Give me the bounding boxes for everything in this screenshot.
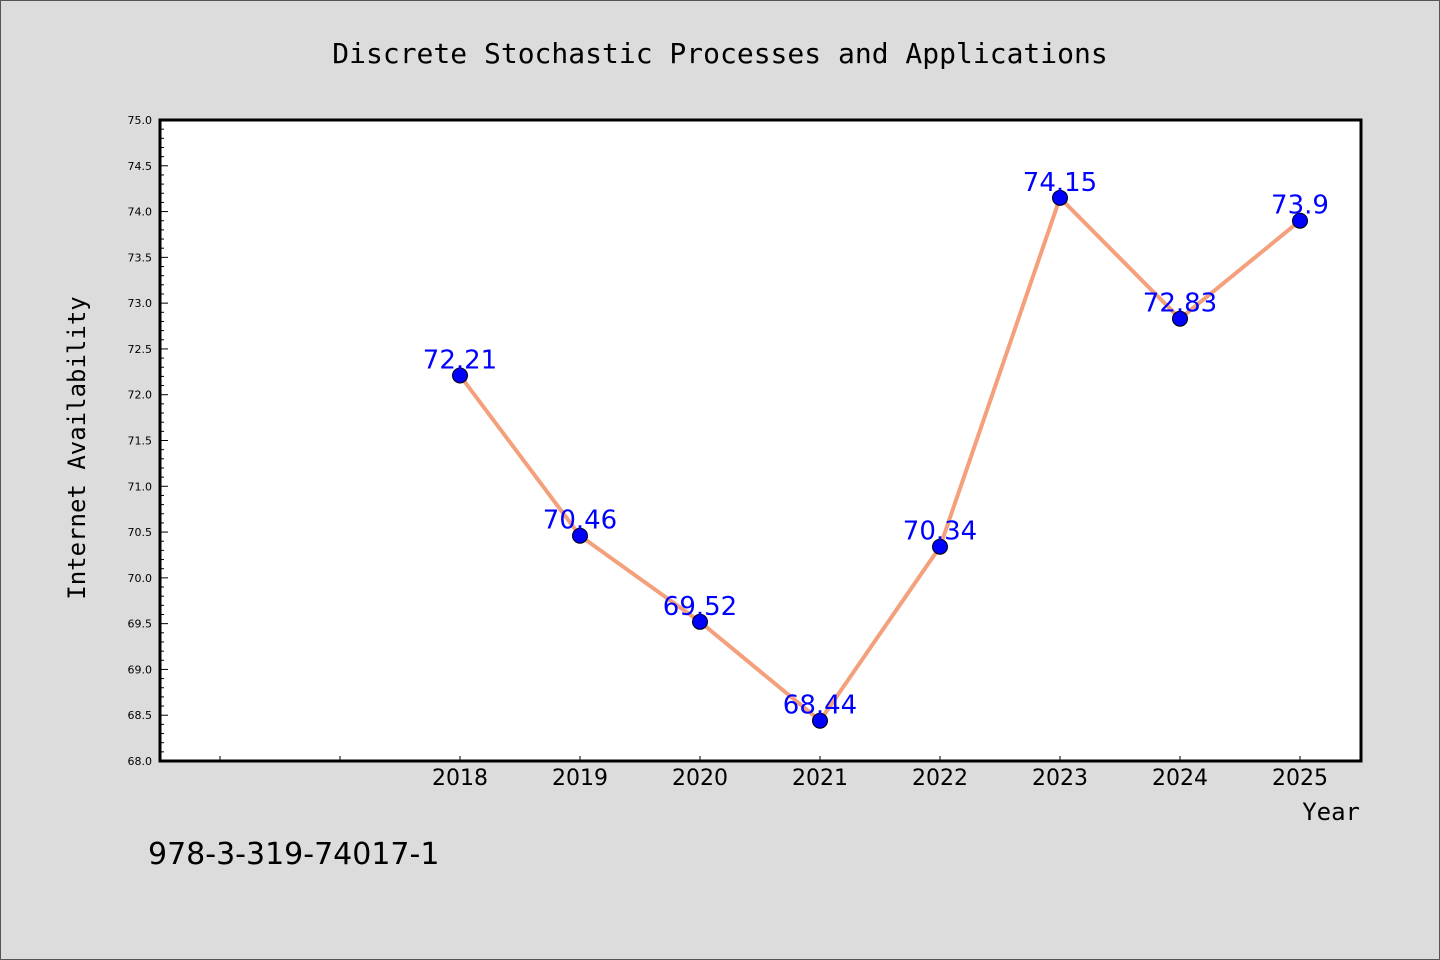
data-point xyxy=(572,527,588,544)
y-tick-label: 74.5 xyxy=(128,160,153,173)
y-tick-label: 72.5 xyxy=(128,343,153,356)
data-point xyxy=(812,712,828,729)
chart-title: Discrete Stochastic Processes and Applic… xyxy=(332,37,1107,70)
data-label: 69.52 xyxy=(663,592,737,622)
y-tick-label: 70.0 xyxy=(128,572,153,585)
x-tick-label: 2022 xyxy=(912,766,968,791)
data-point xyxy=(692,613,708,630)
series-polyline xyxy=(458,195,1302,723)
y-tick-label: 69.5 xyxy=(128,618,153,631)
data-label: 70.46 xyxy=(543,506,617,536)
y-tick-label: 71.5 xyxy=(128,435,153,448)
x-tick-label: 2025 xyxy=(1272,766,1328,791)
y-tick-label: 72.0 xyxy=(128,389,153,402)
plot-area xyxy=(158,118,1363,763)
data-point xyxy=(1172,310,1188,327)
x-tick-label: 2020 xyxy=(672,766,728,791)
y-tick-label: 68.0 xyxy=(128,755,153,768)
y-tick-label: 74.0 xyxy=(128,206,153,219)
x-axis-label: Year xyxy=(1302,798,1360,826)
y-tick-label: 75.0 xyxy=(128,114,153,127)
x-tick-label: 2023 xyxy=(1032,766,1088,791)
y-axis-label: Internet Availability xyxy=(63,296,91,599)
data-point xyxy=(932,538,948,555)
data-point xyxy=(1052,189,1068,206)
data-point xyxy=(452,367,468,384)
x-tick-label: 2024 xyxy=(1152,766,1208,791)
data-label: 68.44 xyxy=(783,691,857,721)
series-line: 72.21 70.46 69.52 68.44 70.34 74.15 72.83 73.9 xyxy=(423,168,1329,729)
data-label: 72.21 xyxy=(423,345,497,375)
y-tick-label: 71.0 xyxy=(128,480,153,493)
x-tick-label: 2018 xyxy=(432,766,488,791)
y-tick-label: 69.0 xyxy=(128,663,153,676)
data-point xyxy=(1292,212,1308,229)
footer-text: 978-3-319-74017-1 xyxy=(148,837,439,872)
y-axis: 68.0 68.5 69.0 69.5 70.0 70.5 71.0 71.5 72.0 72.5… xyxy=(128,114,168,768)
y-tick-label: 73.0 xyxy=(128,297,153,310)
y-tick-label: 70.5 xyxy=(128,526,153,539)
y-tick-label: 73.5 xyxy=(128,251,153,264)
x-tick-label: 2019 xyxy=(552,766,608,791)
data-label: 73.9 xyxy=(1271,191,1329,221)
data-label: 74.15 xyxy=(1023,168,1097,198)
data-label: 72.83 xyxy=(1143,289,1217,319)
x-tick-label: 2021 xyxy=(792,766,848,791)
x-axis: 2018 2019 2020 2021 2022 2023 2024 2025 xyxy=(219,756,1328,791)
y-tick-label: 68.5 xyxy=(128,709,153,722)
data-label: 70.34 xyxy=(903,517,977,547)
